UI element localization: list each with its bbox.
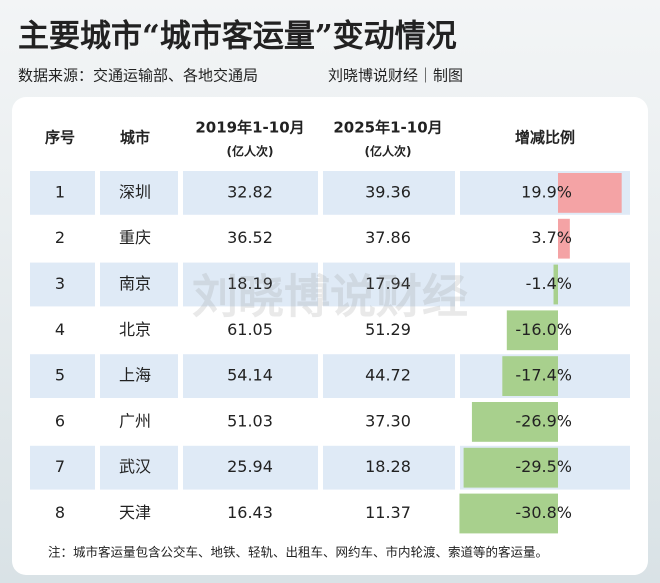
cell-city: 天津 bbox=[119, 503, 151, 522]
cell-city: 南京 bbox=[119, 274, 151, 293]
change-label: -16.0% bbox=[515, 320, 572, 339]
cell-2025: 39.36 bbox=[365, 182, 411, 201]
cell-city: 北京 bbox=[119, 320, 151, 339]
cell-no: 4 bbox=[55, 320, 65, 339]
header-label: 2019年1-10月 bbox=[195, 119, 304, 137]
change-bar bbox=[558, 173, 622, 213]
watermark: 刘晓博说财经 bbox=[192, 270, 468, 324]
row-band bbox=[183, 171, 318, 215]
header-label: 序号 bbox=[45, 129, 75, 147]
change-label: 19.9% bbox=[521, 182, 572, 201]
change-bar bbox=[463, 447, 558, 488]
change-label: 3.7% bbox=[531, 228, 572, 247]
cell-no: 1 bbox=[55, 182, 65, 201]
cell-2025: 44.72 bbox=[365, 366, 411, 385]
row-band bbox=[323, 171, 455, 215]
cell-city: 深圳 bbox=[119, 182, 151, 201]
row-band bbox=[100, 171, 178, 215]
cell-no: 8 bbox=[55, 503, 65, 522]
cell-city: 上海 bbox=[119, 366, 151, 385]
cell-2019: 51.03 bbox=[227, 411, 273, 430]
cell-2019: 18.19 bbox=[227, 274, 273, 293]
change-bar bbox=[459, 493, 558, 534]
cell-2025: 37.86 bbox=[365, 228, 411, 247]
row-band bbox=[323, 354, 455, 398]
row-band bbox=[30, 262, 95, 307]
header-unit: (亿人次) bbox=[227, 144, 274, 159]
cell-no: 5 bbox=[55, 366, 65, 385]
change-label: -17.4% bbox=[515, 366, 572, 385]
cell-city: 重庆 bbox=[119, 228, 151, 247]
subtitle: 数据来源：交通运输部、各地交通局 bbox=[18, 67, 258, 85]
row-band bbox=[323, 262, 455, 307]
cell-no: 7 bbox=[55, 457, 65, 476]
change-label: -26.9% bbox=[515, 411, 572, 430]
cell-no: 3 bbox=[55, 274, 65, 293]
change-label: -29.5% bbox=[515, 457, 572, 476]
cell-2025: 51.29 bbox=[365, 320, 411, 339]
row-band bbox=[30, 171, 95, 215]
cell-2019: 25.94 bbox=[227, 457, 273, 476]
cell-2025: 17.94 bbox=[365, 274, 411, 293]
header-label: 增减比例 bbox=[515, 129, 575, 147]
cell-2019: 54.14 bbox=[227, 366, 273, 385]
header-label: 城市 bbox=[120, 129, 150, 147]
change-bar bbox=[506, 310, 558, 351]
change-bar bbox=[471, 402, 558, 442]
cell-2019: 61.05 bbox=[227, 320, 273, 339]
cell-2019: 16.43 bbox=[227, 503, 273, 522]
row-band bbox=[323, 445, 455, 490]
cell-city: 广州 bbox=[119, 411, 151, 430]
cell-no: 6 bbox=[55, 411, 65, 430]
change-bar bbox=[558, 218, 570, 259]
cell-no: 2 bbox=[55, 228, 65, 247]
cell-2019: 36.52 bbox=[227, 228, 273, 247]
header-unit: (亿人次) bbox=[365, 144, 412, 159]
cell-2025: 11.37 bbox=[365, 503, 411, 522]
header-label: 2025年1-10月 bbox=[333, 119, 442, 137]
row-band bbox=[100, 354, 178, 398]
row-band bbox=[100, 262, 178, 307]
row-band bbox=[183, 262, 318, 307]
row-band bbox=[30, 354, 95, 398]
title: 主要城市“城市客运量”变动情况 bbox=[18, 19, 457, 55]
row-band bbox=[30, 445, 95, 490]
change-bar bbox=[553, 264, 558, 305]
cell-2025: 37.30 bbox=[365, 411, 411, 430]
row-band bbox=[100, 445, 178, 490]
row-band bbox=[460, 262, 630, 307]
cell-city: 武汉 bbox=[119, 457, 151, 476]
credit: 刘晓博说财经｜制图 bbox=[328, 67, 463, 85]
change-label: -30.8% bbox=[515, 503, 572, 522]
note: 注：城市客运量包含公交车、地铁、轻轨、出租车、网约车、市内轮渡、索道等的客运量。 bbox=[48, 545, 548, 560]
cell-2025: 18.28 bbox=[365, 457, 411, 476]
row-band bbox=[183, 354, 318, 398]
cell-2019: 32.82 bbox=[227, 182, 273, 201]
row-band bbox=[183, 445, 318, 490]
change-label: -1.4% bbox=[526, 274, 572, 293]
change-bar bbox=[502, 356, 558, 396]
